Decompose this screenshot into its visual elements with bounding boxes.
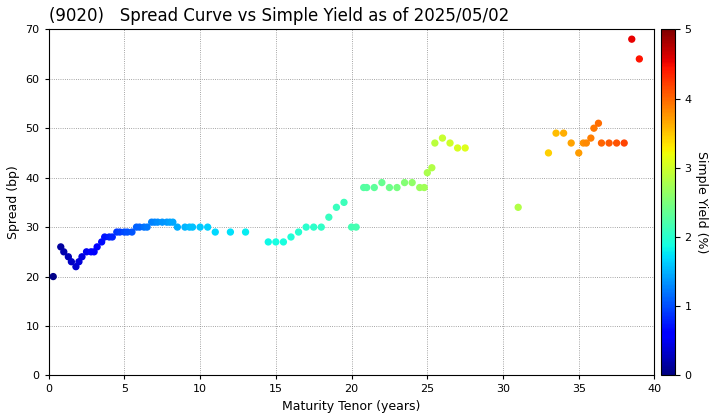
Point bbox=[104, 234, 115, 240]
Point bbox=[399, 179, 410, 186]
Point bbox=[338, 199, 350, 206]
Point bbox=[611, 140, 622, 147]
Point bbox=[114, 228, 125, 235]
Point bbox=[149, 219, 161, 226]
Point bbox=[323, 214, 335, 220]
Point bbox=[293, 228, 305, 235]
Point bbox=[278, 239, 289, 245]
Point bbox=[85, 249, 96, 255]
Point bbox=[577, 140, 589, 147]
Point bbox=[119, 228, 130, 235]
Text: (9020)   Spread Curve vs Simple Yield as of 2025/05/02: (9020) Spread Curve vs Simple Yield as o… bbox=[49, 7, 509, 25]
Point bbox=[285, 234, 297, 240]
Point bbox=[164, 219, 176, 226]
X-axis label: Maturity Tenor (years): Maturity Tenor (years) bbox=[282, 400, 420, 413]
Point bbox=[81, 249, 92, 255]
Point bbox=[513, 204, 524, 211]
Point bbox=[146, 219, 158, 226]
Point bbox=[96, 239, 107, 245]
Point bbox=[384, 184, 395, 191]
Point bbox=[89, 249, 100, 255]
Point bbox=[161, 219, 173, 226]
Point bbox=[55, 244, 66, 250]
Point bbox=[444, 140, 456, 147]
Point bbox=[184, 224, 195, 231]
Point bbox=[73, 258, 85, 265]
Point bbox=[111, 228, 122, 235]
Point bbox=[595, 140, 607, 147]
Point bbox=[186, 224, 198, 231]
Point bbox=[580, 140, 592, 147]
Point bbox=[634, 55, 645, 62]
Point bbox=[376, 179, 387, 186]
Point bbox=[550, 130, 562, 136]
Point bbox=[565, 140, 577, 147]
Point bbox=[315, 224, 327, 231]
Point bbox=[429, 140, 441, 147]
Point bbox=[171, 224, 183, 231]
Point bbox=[369, 184, 380, 191]
Point bbox=[358, 184, 369, 191]
Point bbox=[194, 224, 206, 231]
Point bbox=[361, 184, 372, 191]
Point bbox=[63, 253, 74, 260]
Point bbox=[452, 144, 464, 151]
Point bbox=[122, 228, 133, 235]
Point bbox=[156, 219, 168, 226]
Y-axis label: Simple Yield (%): Simple Yield (%) bbox=[696, 151, 708, 254]
Point bbox=[70, 263, 81, 270]
Point bbox=[418, 184, 430, 191]
Point bbox=[210, 228, 221, 235]
Point bbox=[351, 224, 362, 231]
Point bbox=[270, 239, 282, 245]
Point bbox=[225, 228, 236, 235]
Point bbox=[167, 219, 179, 226]
Point bbox=[414, 184, 426, 191]
Point bbox=[126, 228, 138, 235]
Point bbox=[202, 224, 213, 231]
Point bbox=[603, 140, 615, 147]
Point bbox=[308, 224, 320, 231]
Point bbox=[421, 169, 433, 176]
Point bbox=[152, 219, 163, 226]
Point bbox=[391, 184, 402, 191]
Point bbox=[134, 224, 145, 231]
Point bbox=[346, 224, 357, 231]
Point bbox=[618, 140, 630, 147]
Point bbox=[91, 244, 103, 250]
Point bbox=[263, 239, 274, 245]
Point bbox=[426, 164, 438, 171]
Point bbox=[573, 150, 585, 156]
Point bbox=[437, 135, 449, 142]
Y-axis label: Spread (bp): Spread (bp) bbox=[7, 165, 20, 239]
Point bbox=[131, 224, 143, 231]
Point bbox=[585, 135, 597, 142]
Point bbox=[558, 130, 570, 136]
Point bbox=[588, 125, 600, 131]
Point bbox=[66, 258, 77, 265]
Point bbox=[543, 150, 554, 156]
Point bbox=[179, 224, 191, 231]
Point bbox=[76, 253, 88, 260]
Point bbox=[593, 120, 604, 126]
Point bbox=[330, 204, 342, 211]
Point bbox=[240, 228, 251, 235]
Point bbox=[300, 224, 312, 231]
Point bbox=[58, 249, 70, 255]
Point bbox=[107, 234, 118, 240]
Point bbox=[99, 234, 110, 240]
Point bbox=[406, 179, 418, 186]
Point bbox=[141, 224, 153, 231]
Point bbox=[138, 224, 150, 231]
Point bbox=[459, 144, 471, 151]
Point bbox=[48, 273, 59, 280]
Point bbox=[626, 36, 637, 42]
